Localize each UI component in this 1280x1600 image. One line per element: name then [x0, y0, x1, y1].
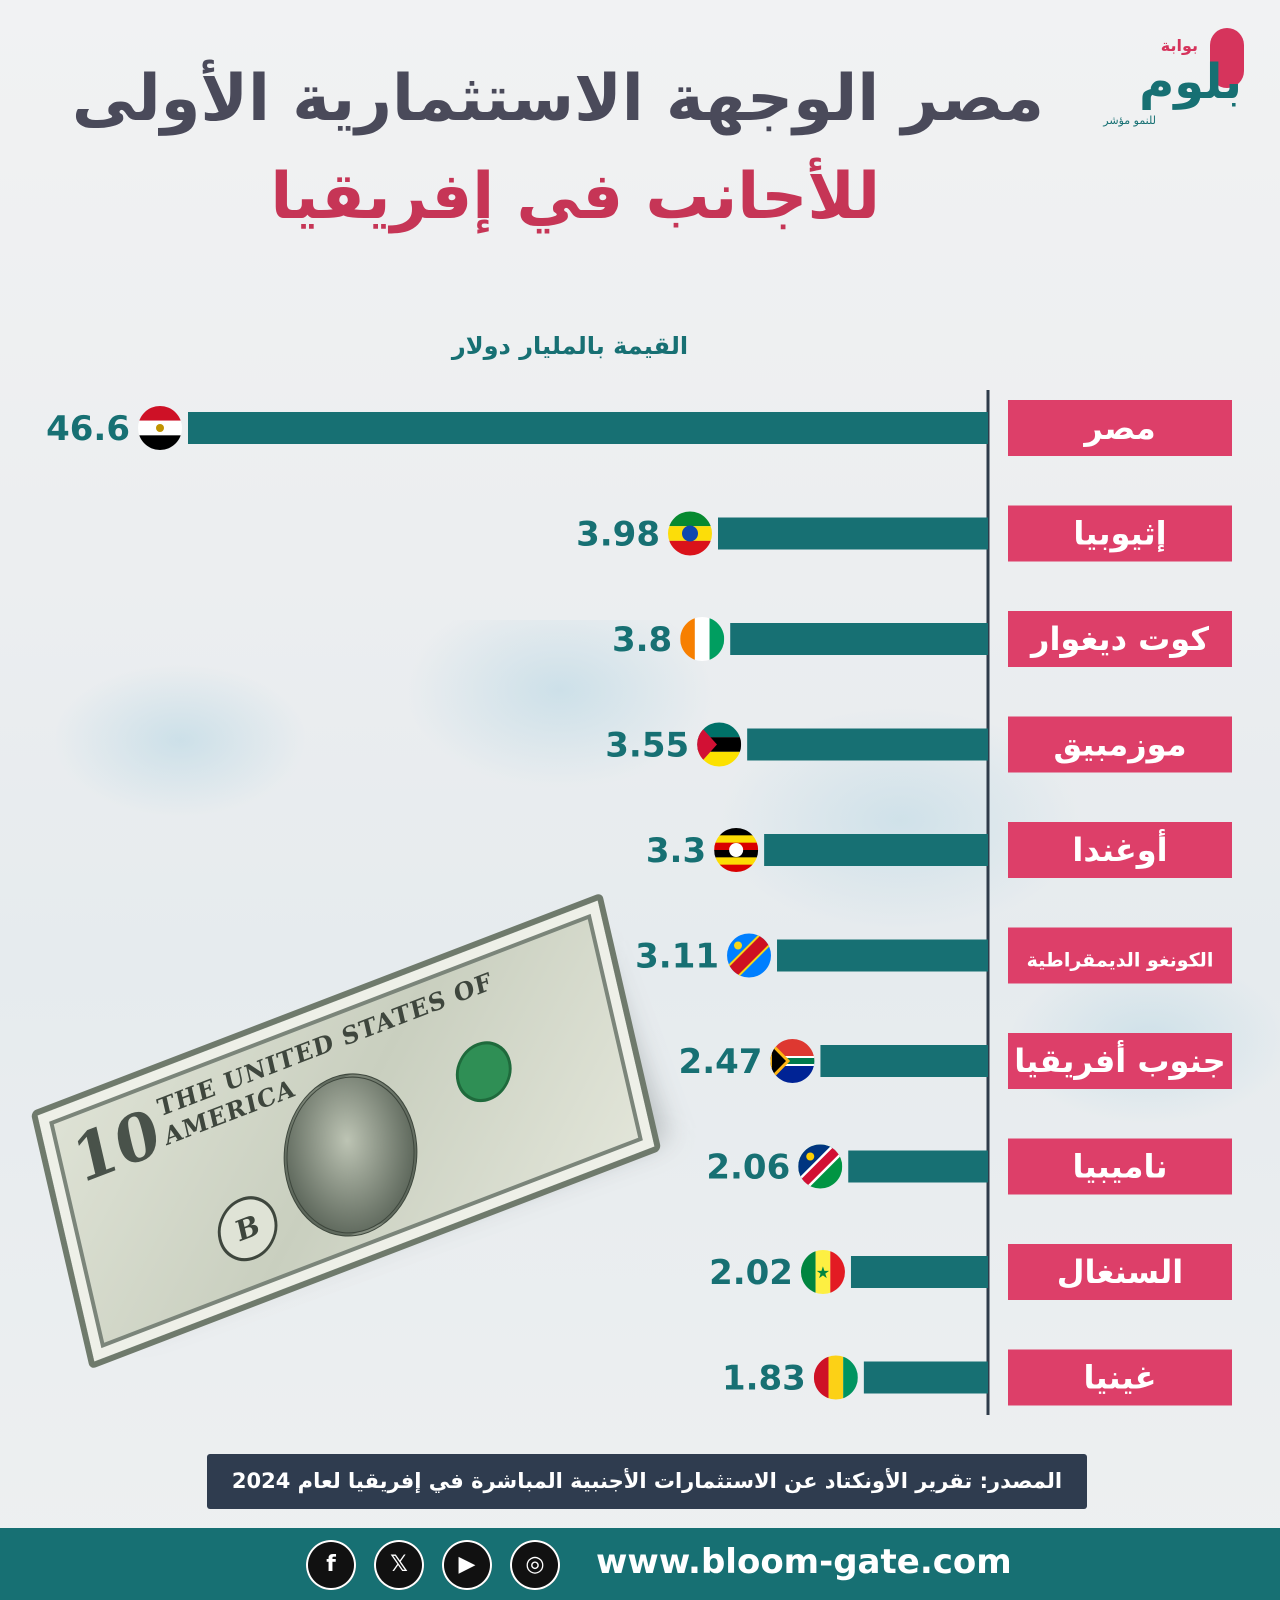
chart-bar — [863, 1361, 988, 1394]
chart-value-label: 2.02 — [709, 1253, 793, 1293]
chart-bar — [188, 412, 988, 444]
ethiopia-flag-icon — [668, 511, 712, 556]
south-africa-flag-icon — [770, 1039, 815, 1083]
chart-bar — [730, 623, 988, 655]
dr-congo-flag-icon — [727, 933, 772, 978]
page-title-line2: للأجانب في إفريقيا — [270, 160, 880, 234]
logo-word: بلوم — [1139, 54, 1244, 110]
svg-text:★: ★ — [816, 1263, 830, 1282]
chart-value-label: 3.8 — [612, 620, 672, 660]
guinea-flag-icon — [813, 1355, 858, 1400]
chart-bar — [850, 1256, 988, 1288]
footer-bar: f 𝕏 ▶ ◎ www.bloom-gate.com — [0, 1528, 1280, 1600]
chart-value-label: 3.11 — [635, 937, 719, 977]
category-label: مصر — [1082, 409, 1155, 447]
category-label: غينيا — [1083, 1359, 1156, 1397]
chart-value-label: 1.83 — [722, 1359, 806, 1399]
category-label-box — [1008, 927, 1232, 984]
bloom-gate-logo: بوابة بلوم للنمو مؤشر — [1070, 14, 1260, 127]
chart-bar — [848, 1150, 988, 1183]
category-label-box — [1008, 716, 1232, 773]
category-label: السنغال — [1057, 1253, 1183, 1291]
senegal-flag-icon: ★ — [800, 1250, 845, 1294]
egypt-flag-icon — [138, 406, 182, 450]
chart-bar — [747, 728, 988, 761]
x-icon[interactable]: 𝕏 — [374, 1540, 424, 1590]
chart-value-label: 46.6 — [46, 409, 130, 449]
chart-value-label: 2.47 — [679, 1042, 763, 1082]
category-label-box — [1008, 1033, 1232, 1089]
chart-bar — [718, 517, 988, 550]
category-label: كوت ديغوار — [1029, 620, 1209, 658]
category-label-box — [1008, 400, 1232, 456]
website-link[interactable]: www.bloom-gate.com — [596, 1542, 1012, 1582]
category-label: أوغندا — [1072, 829, 1167, 869]
category-label: جنوب أفريقيا — [1014, 1040, 1225, 1080]
instagram-icon[interactable]: ◎ — [510, 1540, 560, 1590]
category-label: الكونغو الديمقراطية — [1027, 950, 1214, 972]
logo-drop-icon — [1210, 28, 1244, 88]
source-note: المصدر: تقرير الأونكتاد عن الاستثمارات ا… — [207, 1454, 1087, 1509]
category-label-box — [1008, 1244, 1232, 1300]
category-label: إثيوبيا — [1073, 515, 1166, 554]
chart-value-label: 3.55 — [605, 726, 689, 766]
category-label-box — [1008, 611, 1232, 667]
mozambique-flag-icon — [697, 722, 742, 767]
chart-bar — [764, 834, 988, 866]
page-title-line1: مصر الوجهة الاستثمارية الأولى — [71, 62, 1044, 136]
youtube-icon[interactable]: ▶ — [442, 1540, 492, 1590]
uganda-flag-icon — [714, 828, 759, 872]
category-label: موزمبيق — [1053, 726, 1186, 764]
unit-label: القيمة بالمليار دولار — [451, 332, 689, 360]
facebook-icon[interactable]: f — [306, 1540, 356, 1590]
namibia-flag-icon — [798, 1144, 843, 1189]
category-label-box — [1008, 505, 1232, 562]
chart-value-label: 2.06 — [706, 1148, 790, 1188]
ivory-coast-flag-icon — [680, 617, 725, 661]
category-label-box — [1008, 822, 1232, 878]
chart-bar — [777, 939, 988, 972]
category-label: ناميبيا — [1072, 1148, 1167, 1186]
category-label-box — [1008, 1138, 1232, 1195]
category-label-box — [1008, 1349, 1232, 1406]
logo-small-text: بوابة — [1160, 36, 1198, 55]
chart-bar — [820, 1045, 988, 1077]
bar-chart: 46.6 مصر 3.98 إثيوبيا 3.8 كوت ديغوار 3.55 موزمب… — [46, 390, 1232, 1415]
chart-value-label: 3.98 — [576, 515, 660, 555]
chart-value-label: 3.3 — [646, 831, 706, 871]
logo-tagline: للنمو مؤشر — [1103, 114, 1156, 127]
